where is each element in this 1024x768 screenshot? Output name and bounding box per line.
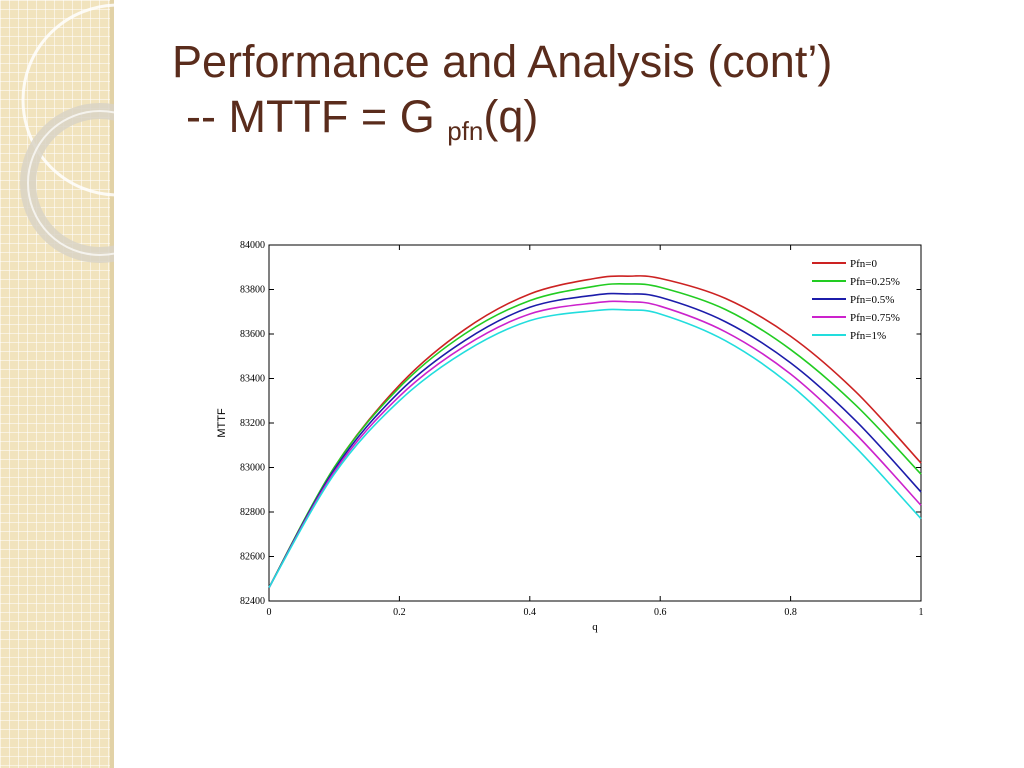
series-line [268,275,922,589]
y-tick-label: 83600 [240,329,265,340]
y-tick-label: 83800 [240,285,265,296]
series-line [268,308,922,589]
x-tick-label: 0.4 [524,607,537,618]
axis-ticks: 0 0.2 0.4 0.6 0.8 1 82400 82600 82800 83000 83200 8… [240,240,924,618]
side-strip-edge [110,0,114,768]
series-lines [268,275,922,589]
series-line [268,292,922,589]
legend: Pfn=0 Pfn=0.25% Pfn=0.5% Pfn=0.75% Pfn=1% [807,250,917,348]
title-subscript: pfn [447,116,484,146]
legend-label: Pfn=0.5% [850,294,894,306]
legend-label: Pfn=0.75% [850,312,900,324]
x-tick-label: 0.8 [784,607,797,618]
legend-label: Pfn=0 [850,258,877,270]
decorative-ring-large [21,3,114,197]
y-tick-label: 83000 [240,463,265,474]
title-line-1: Performance and Analysis (cont’) [172,36,833,87]
legend-label: Pfn=0.25% [850,276,900,288]
y-tick-label: 84000 [240,240,265,251]
decorative-rings [20,3,114,263]
decorative-ring-small-inner [27,110,114,256]
x-tick-label: 0.6 [654,607,667,618]
legend-label: Pfn=1% [850,330,886,342]
x-tick-label: 0 [267,607,272,618]
y-tick-label: 82400 [240,596,265,607]
y-tick-label: 82600 [240,552,265,563]
y-tick-label: 82800 [240,507,265,518]
y-tick-label: 83400 [240,374,265,385]
x-tick-label: 0.2 [393,607,406,618]
slide-title: Performance and Analysis (cont’) -- MTTF… [172,34,992,144]
x-tick-label: 1 [919,607,924,618]
y-tick-label: 83200 [240,418,265,429]
y-axis-label: MTTF [216,408,228,438]
title-line-2-prefix: -- MTTF = G [186,91,448,142]
series-line [268,300,922,589]
title-line-2: -- MTTF = G pfn(q) [172,89,992,144]
mttf-line-chart: 0 0.2 0.4 0.6 0.8 1 82400 82600 82800 83000 83200 8… [216,240,924,633]
x-axis-label: q [592,621,598,633]
series-line [268,283,922,589]
title-line-2-suffix: (q) [483,91,539,142]
